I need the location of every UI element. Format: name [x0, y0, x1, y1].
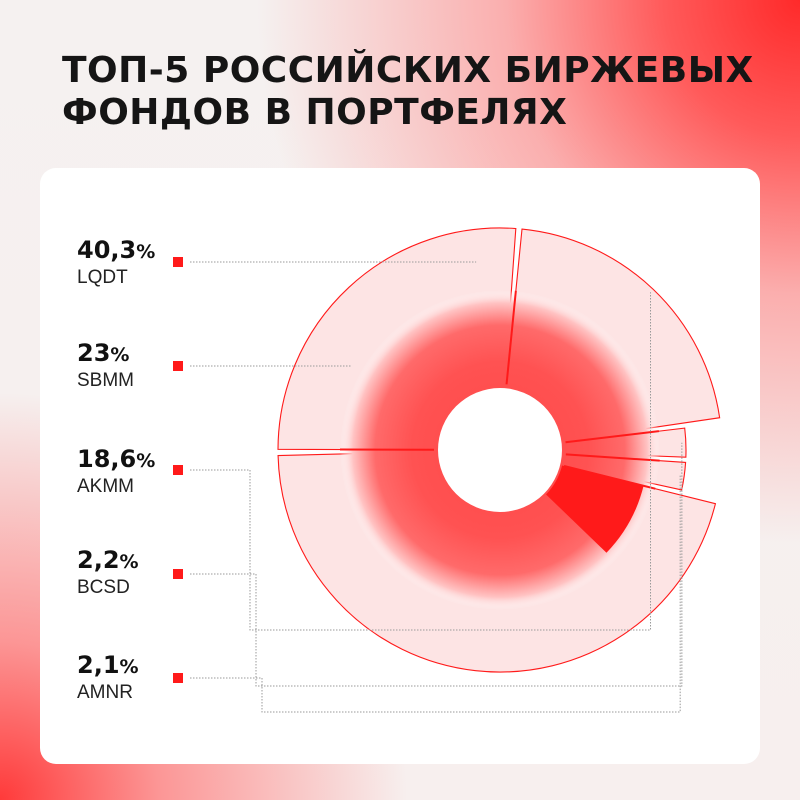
separator-akmm: [505, 290, 517, 385]
marker-bcsd: [173, 569, 183, 579]
marker-akmm: [173, 465, 183, 475]
category-label-sbmm: SBMM: [77, 370, 134, 391]
leader-line-bcsd: [190, 442, 683, 687]
category-label-amnr: AMNR: [77, 682, 133, 703]
separator-lqdt: [563, 464, 656, 490]
leader-line-amnr: [190, 475, 681, 713]
legend-item-amnr: 2,1% AMNR: [77, 651, 139, 704]
legend-item-akmm: 18,6% AKMM: [77, 445, 155, 498]
page-title: ТОП-5 РОССИЙСКИХ БИРЖЕВЫХ ФОНДОВ В ПОРТФ…: [62, 50, 754, 134]
marker-lqdt: [173, 257, 183, 267]
value-label-akmm: 18,6%: [77, 445, 156, 473]
separator-bcsd: [565, 430, 660, 444]
category-label-akmm: AKMM: [77, 476, 134, 497]
value-label-bcsd: 2,2%: [77, 546, 139, 574]
legend-item-sbmm: 23% SBMM: [77, 339, 134, 392]
value-label-lqdt: 40,3%: [77, 236, 156, 264]
legend-item-bcsd: 2,2% BCSD: [77, 546, 139, 599]
separator-amnr: [565, 453, 660, 462]
legend-item-lqdt: 40,3% LQDT: [77, 236, 155, 289]
page-title-line-2: ФОНДОВ В ПОРТФЕЛЯХ: [62, 92, 568, 133]
marker-sbmm: [173, 361, 183, 371]
chart-hole: [438, 388, 562, 512]
leader-line-akmm: [190, 292, 652, 631]
category-label-bcsd: BCSD: [77, 577, 130, 598]
value-label-sbmm: 23%: [77, 339, 130, 367]
value-label-amnr: 2,1%: [77, 651, 139, 679]
page-title-line-1: ТОП-5 РОССИЙСКИХ БИРЖЕВЫХ: [62, 50, 754, 91]
category-label-lqdt: LQDT: [77, 267, 128, 288]
marker-amnr: [173, 673, 183, 683]
slice-highlight-lqdt: [546, 465, 644, 553]
